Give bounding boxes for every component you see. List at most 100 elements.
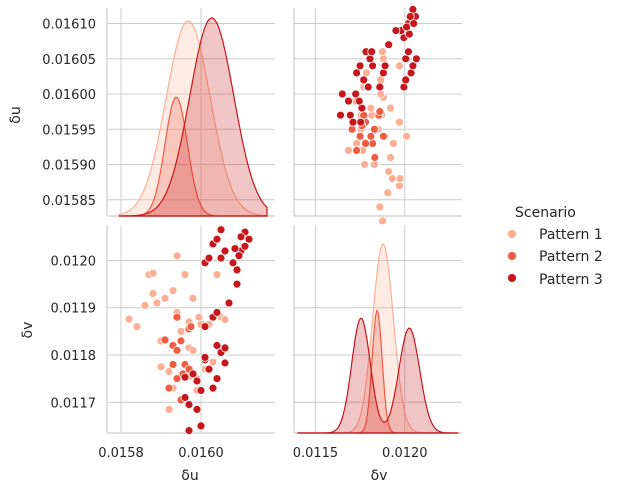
- scatter-point-pattern-3: [232, 279, 242, 289]
- scatter-point-pattern-3: [411, 54, 421, 64]
- scatter-point-pattern-3: [399, 82, 409, 92]
- scatter-point-pattern-1: [180, 270, 190, 280]
- scatter-point-pattern-3: [409, 19, 419, 28]
- y-tick-label-du: 0.01585: [42, 194, 96, 209]
- legend-marker-pattern-2: [507, 251, 517, 261]
- y-tick-label-du: 0.01600: [42, 88, 96, 103]
- y-tick-label-dv: 0.0117: [51, 396, 97, 411]
- scatter-point-pattern-2: [355, 131, 365, 141]
- scatter-point-pattern-1: [172, 251, 182, 261]
- scatter-point-pattern-1: [140, 300, 150, 310]
- scatter-point-pattern-3: [405, 12, 415, 21]
- scatter-point-pattern-3: [220, 343, 230, 353]
- y-tick-label-dv: 0.0120: [51, 254, 97, 269]
- scatter-point-pattern-1: [212, 270, 222, 280]
- scatter-point-pattern-3: [344, 96, 353, 106]
- scatter-point-pattern-1: [156, 362, 166, 372]
- scatter-point-pattern-1: [384, 167, 394, 177]
- scatter-point-pattern-3: [348, 117, 358, 127]
- scatter-point-pattern-1: [220, 315, 230, 324]
- legend-marker-pattern-1: [507, 229, 517, 239]
- scatter-point-pattern-1: [402, 131, 412, 141]
- scatter-point-pattern-3: [230, 244, 240, 254]
- panel-du-dv: [293, 4, 462, 226]
- scatter-point-pattern-1: [208, 357, 218, 367]
- scatter-point-pattern-1: [383, 188, 393, 198]
- scatter-point-pattern-2: [176, 336, 186, 346]
- scatter-point-pattern-3: [375, 82, 385, 92]
- scatter-point-pattern-1: [375, 202, 385, 212]
- scatter-point-pattern-1: [124, 314, 134, 324]
- scatter-point-pattern-3: [216, 225, 226, 235]
- panel-dv-du: 0.0117 0.0118 0.0119 0.0120 0.0158 0.0160: [51, 225, 275, 461]
- scatter-point-pattern-3: [337, 89, 347, 99]
- scatter-point-pattern-3: [200, 352, 210, 362]
- scatter-point-pattern-3: [184, 426, 194, 436]
- scatter-point-pattern-3: [403, 47, 413, 57]
- scatter-point-pattern-2: [370, 153, 380, 162]
- scatter-point-pattern-3: [228, 258, 238, 268]
- scatter-point-pattern-1: [148, 289, 158, 298]
- x-axis-label-du: δu: [181, 468, 198, 484]
- panel-du-du: 0.01585 0.01590 0.01595 0.01600 0.01605 0.016…: [42, 8, 275, 217]
- scatter-point-pattern-3: [212, 308, 222, 317]
- scatter-point-pattern-3: [212, 374, 222, 384]
- scatter-point-pattern-3: [204, 364, 214, 374]
- scatter-point-pattern-3: [354, 96, 364, 106]
- y-tick-label-du: 0.01595: [42, 123, 96, 138]
- scatter-point-pattern-3: [220, 358, 230, 368]
- scatter-point-pattern-3: [351, 89, 361, 99]
- legend-title: Scenario: [515, 205, 576, 221]
- scatter-point-pattern-1: [160, 293, 170, 303]
- scatter-point-pattern-1: [164, 404, 174, 414]
- x-tick-label-du: 0.0160: [178, 446, 224, 461]
- y-tick-label-du: 0.01590: [42, 159, 96, 174]
- scatter-point-pattern-2: [361, 138, 370, 148]
- y-axis-label-dv: δv: [20, 322, 36, 339]
- scatter-point-pattern-1: [378, 47, 387, 57]
- scatter-point-pattern-3: [208, 383, 218, 393]
- scatter-point-pattern-2: [172, 312, 182, 322]
- scatter-point-pattern-2: [172, 345, 182, 355]
- scatter-point-pattern-3: [180, 372, 190, 382]
- scatter-point-pattern-1: [152, 298, 162, 308]
- scatter-point-pattern-3: [359, 75, 369, 85]
- y-tick-label-du: 0.01610: [42, 18, 96, 33]
- y-tick-label-dv: 0.0119: [51, 302, 97, 317]
- scatter-point-pattern-3: [380, 61, 390, 71]
- scatter-point-pattern-3: [363, 82, 373, 92]
- scatter-point-pattern-3: [367, 47, 377, 57]
- scatter-point-pattern-3: [196, 386, 206, 395]
- scatter-point-pattern-3: [192, 404, 202, 414]
- scatter-point-pattern-3: [224, 298, 234, 308]
- scatter-point-pattern-2: [369, 124, 379, 134]
- scatter-point-pattern-3: [234, 251, 244, 261]
- scatter-point-pattern-3: [200, 322, 210, 332]
- x-tick-label-dv: 0.0120: [382, 446, 428, 461]
- legend-marker-pattern-3: [507, 273, 517, 283]
- scatter-point-pattern-3: [220, 246, 230, 256]
- scatter-point-pattern-3: [212, 341, 222, 350]
- y-tick-label-du: 0.01605: [42, 53, 96, 68]
- scatter-point-pattern-1: [168, 286, 178, 296]
- scatter-point-pattern-3: [192, 376, 202, 386]
- scatter-point-pattern-1: [132, 322, 142, 332]
- legend-label-pattern-1: Pattern 1: [539, 227, 603, 243]
- scatter-point-pattern-1: [378, 216, 388, 226]
- legend: Scenario Pattern 1 Pattern 2 Pattern 3: [507, 205, 603, 288]
- scatter-point-pattern-2: [186, 322, 196, 332]
- kde-dv-pattern-3: [297, 317, 459, 434]
- scatter-point-pattern-3: [244, 234, 254, 244]
- scatter-point-pattern-1: [388, 138, 398, 148]
- scatter-point-pattern-1: [360, 160, 370, 169]
- scatter-point-pattern-1: [394, 117, 404, 127]
- scatter-point-pattern-3: [355, 61, 365, 71]
- scatter-point-pattern-1: [394, 61, 404, 71]
- scatter-point-pattern-3: [378, 68, 388, 78]
- scatter-point-pattern-1: [188, 345, 198, 355]
- scatter-point-pattern-3: [408, 61, 418, 71]
- scatter-point-pattern-2: [378, 131, 388, 141]
- scatter-point-pattern-1: [188, 293, 198, 303]
- scatter-point-pattern-3: [406, 68, 416, 78]
